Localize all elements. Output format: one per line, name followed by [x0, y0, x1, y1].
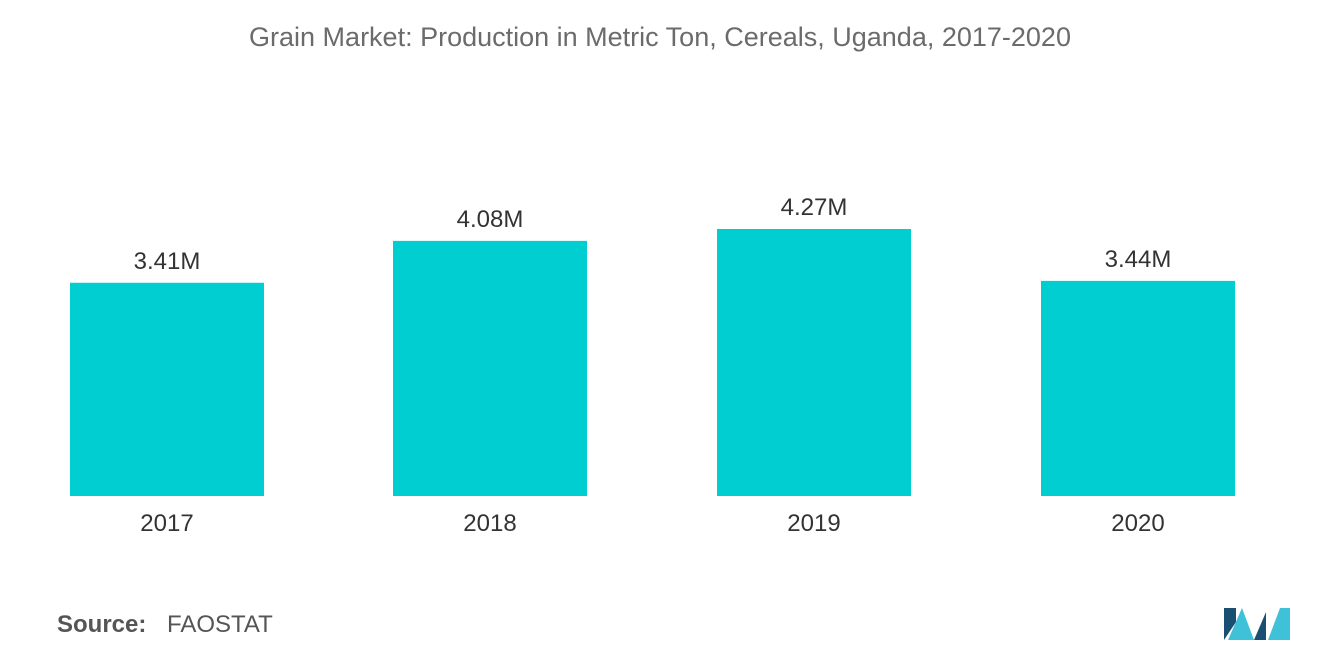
logo-left-stroke: [1224, 608, 1236, 640]
x-tick-label-2020: 2020: [1111, 510, 1164, 537]
mordor-intelligence-logo-icon: [1224, 608, 1290, 640]
source-value: FAOSTAT: [167, 611, 273, 638]
data-label-2020: 3.44M: [1105, 246, 1172, 273]
data-label-2019: 4.27M: [781, 194, 848, 221]
bar-2017: [70, 282, 264, 496]
x-tick-label-2017: 2017: [140, 510, 193, 537]
logo-right-stroke: [1254, 612, 1266, 640]
logo-mid-stroke: [1228, 608, 1254, 640]
bar-2018: [393, 240, 587, 496]
bar-2020: [1041, 280, 1235, 496]
logo-far-stroke: [1268, 608, 1290, 640]
x-tick-label-2018: 2018: [463, 510, 516, 537]
bar-2019: [717, 229, 911, 496]
chart-title: Grain Market: Production in Metric Ton, …: [249, 22, 1071, 52]
source-label: Source:: [57, 611, 147, 638]
data-label-2017: 3.41M: [134, 248, 201, 275]
source-note: Source: FAOSTAT: [57, 611, 273, 639]
data-label-2018: 4.08M: [457, 206, 524, 233]
x-tick-label-2019: 2019: [787, 510, 840, 537]
